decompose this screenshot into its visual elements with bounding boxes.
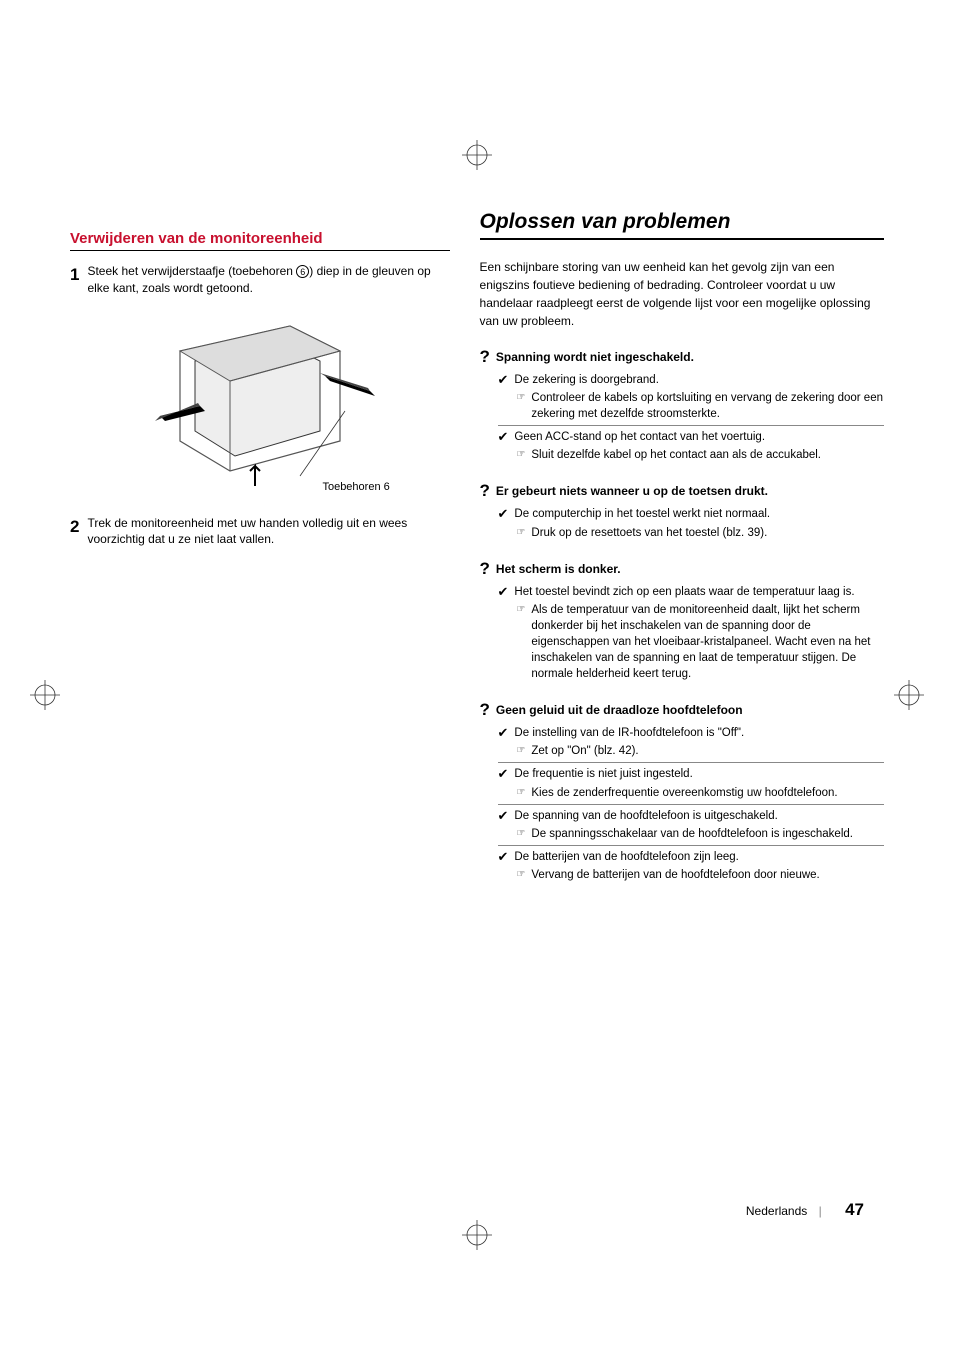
cause-line: ✔ Het toestel bevindt zich op een plaats … <box>498 581 884 686</box>
cause-text: De spanning van de hoofdtelefoon is uitg… <box>514 808 884 824</box>
remedy-text: Vervang de batterijen van de hoofdtelefo… <box>531 867 884 883</box>
cause-line: ✔ De frequentie is niet juist ingesteld. ☞… <box>498 763 884 804</box>
question-line: ? Het scherm is donker. <box>480 560 884 577</box>
cause-body: Het toestel bevindt zich op een plaats w… <box>514 584 884 683</box>
cause-body: De frequentie is niet juist ingesteld. ☞ K… <box>514 766 884 800</box>
pointer-icon: ☞ <box>516 826 525 842</box>
remedy-text: Kies de zenderfrequentie overeenkomstig … <box>531 785 884 801</box>
intro-paragraph: Een schijnbare storing van uw eenheid ka… <box>480 258 884 330</box>
circled-number: 6 <box>296 265 309 278</box>
question-mark-icon: ? <box>480 560 490 577</box>
pointer-icon: ☞ <box>516 525 525 541</box>
illustration-label: Toebehoren 6 <box>322 481 389 493</box>
cause-body: De spanning van de hoofdtelefoon is uitg… <box>514 808 884 842</box>
remedy-line: ☞ Vervang de batterijen van de hoofdtelef… <box>514 867 884 883</box>
remedy-line: ☞Als de temperatuur van de monitoreenhei… <box>514 602 884 682</box>
remedy-line: ☞ De spanningsschakelaar van de hoofdtele… <box>514 826 884 842</box>
remedy-text: Controleer de kabels op kortsluiting en … <box>531 390 884 422</box>
remedy-text: Zet op "On" (blz. 42). <box>531 743 884 759</box>
question-mark-icon: ? <box>480 701 490 718</box>
question-text: Er gebeurt niets wanneer u op de toetsen… <box>496 482 768 498</box>
cause-body: Geen ACC-stand op het contact van het vo… <box>514 429 884 463</box>
footer-language: Nederlands <box>746 1204 807 1218</box>
cause-text: De computerchip in het toestel werkt nie… <box>514 506 884 522</box>
footer-page-number: 47 <box>845 1200 864 1219</box>
question-mark-icon: ? <box>480 348 490 365</box>
check-icon: ✔ <box>498 506 509 522</box>
monitor-removal-illustration: Toebehoren 6 <box>140 311 380 501</box>
crop-mark-bottom <box>462 1220 492 1250</box>
pointer-icon: ☞ <box>516 785 525 801</box>
left-column: Verwijderen van de monitoreenheid 1 Stee… <box>70 210 450 902</box>
pointer-icon: ☞ <box>516 390 525 422</box>
footer-separator: | <box>819 1204 822 1218</box>
check-icon: ✔ <box>498 429 509 445</box>
cause-body: De computerchip in het toestel werkt nie… <box>514 506 884 540</box>
cause-text: Het toestel bevindt zich op een plaats w… <box>514 584 884 600</box>
question-text: Geen geluid uit de draadloze hoofdtelefo… <box>496 701 743 717</box>
cause-text: De batterijen van de hoofdtelefoon zijn … <box>514 849 884 865</box>
question-text: Het scherm is donker. <box>496 560 621 576</box>
qa-container: ? Spanning wordt niet ingeschakeld. ✔ De ze… <box>480 348 884 886</box>
pointer-icon: ☞ <box>516 743 525 759</box>
qa-block: ? Spanning wordt niet ingeschakeld. ✔ De ze… <box>480 348 884 466</box>
question-line: ? Geen geluid uit de draadloze hoofdtelef… <box>480 701 884 718</box>
cause-line: ✔ Geen ACC-stand op het contact van het v… <box>498 426 884 466</box>
remedy-line: ☞ Sluit dezelfde kabel op het contact aan… <box>514 447 884 463</box>
step-2: 2 Trek de monitoreenheid met uw handen v… <box>70 515 450 549</box>
check-icon: ✔ <box>498 849 509 865</box>
check-icon: ✔ <box>498 372 509 388</box>
qa-block: ? Geen geluid uit de draadloze hoofdtelef… <box>480 701 884 886</box>
check-icon: ✔ <box>498 808 509 824</box>
step-number: 1 <box>70 263 79 297</box>
cause-line: ✔ De computerchip in het toestel werkt ni… <box>498 503 884 543</box>
check-icon: ✔ <box>498 584 509 600</box>
cause-body: De zekering is doorgebrand. ☞Controleer d… <box>514 372 884 422</box>
remedy-line: ☞Controleer de kabels op kortsluiting en… <box>514 390 884 422</box>
check-icon: ✔ <box>498 766 509 782</box>
crop-mark-right <box>894 680 924 710</box>
cause-line: ✔ De spanning van de hoofdtelefoon is uit… <box>498 805 884 846</box>
remedy-text: De spanningsschakelaar van de hoofdtelef… <box>531 826 884 842</box>
cause-body: De instelling van de IR-hoofdtelefoon is… <box>514 725 884 759</box>
question-line: ? Er gebeurt niets wanneer u op de toetse… <box>480 482 884 499</box>
pointer-icon: ☞ <box>516 602 525 682</box>
remedy-line: ☞ Zet op "On" (blz. 42). <box>514 743 884 759</box>
step-text: Trek de monitoreenheid met uw handen vol… <box>87 515 449 549</box>
check-icon: ✔ <box>498 725 509 741</box>
cause-line: ✔ De instelling van de IR-hoofdtelefoon i… <box>498 722 884 763</box>
qa-block: ? Er gebeurt niets wanneer u op de toetse… <box>480 482 884 543</box>
remedy-text: Als de temperatuur van de monitoreenheid… <box>531 602 884 682</box>
cause-text: De instelling van de IR-hoofdtelefoon is… <box>514 725 884 741</box>
step-number: 2 <box>70 515 79 549</box>
step-1: 1 Steek het verwijderstaafje (toebehoren… <box>70 263 450 297</box>
cause-line: ✔ De batterijen van de hoofdtelefoon zijn… <box>498 846 884 886</box>
cause-text: Geen ACC-stand op het contact van het vo… <box>514 429 884 445</box>
troubleshooting-title: Oplossen van problemen <box>480 210 884 240</box>
cause-text: De zekering is doorgebrand. <box>514 372 884 388</box>
step-text: Steek het verwijderstaafje (toebehoren 6… <box>87 263 449 297</box>
cause-body: De batterijen van de hoofdtelefoon zijn … <box>514 849 884 883</box>
cause-line: ✔ De zekering is doorgebrand. ☞Controleer … <box>498 369 884 426</box>
remedy-text: Sluit dezelfde kabel op het contact aan … <box>531 447 884 463</box>
illus-label-num: 6 <box>384 481 390 493</box>
step-text-before: Steek het verwijderstaafje (toebehoren <box>87 264 296 278</box>
cause-text: De frequentie is niet juist ingesteld. <box>514 766 884 782</box>
crop-mark-left <box>30 680 60 710</box>
question-line: ? Spanning wordt niet ingeschakeld. <box>480 348 884 365</box>
qa-block: ? Het scherm is donker. ✔ Het toestel bevin… <box>480 560 884 686</box>
question-text: Spanning wordt niet ingeschakeld. <box>496 348 694 364</box>
pointer-icon: ☞ <box>516 867 525 883</box>
remedy-line: ☞ Druk op de resettoets van het toestel (… <box>514 525 884 541</box>
question-mark-icon: ? <box>480 482 490 499</box>
remedy-text: Druk op de resettoets van het toestel (b… <box>531 525 884 541</box>
crop-mark-top <box>462 140 492 170</box>
page-footer: Nederlands | 47 <box>746 1200 864 1220</box>
pointer-icon: ☞ <box>516 447 525 463</box>
remedy-line: ☞ Kies de zenderfrequentie overeenkomstig… <box>514 785 884 801</box>
left-heading: Verwijderen van de monitoreenheid <box>70 230 450 251</box>
right-column: Oplossen van problemen Een schijnbare st… <box>480 210 884 902</box>
illus-label-text: Toebehoren <box>322 481 383 493</box>
